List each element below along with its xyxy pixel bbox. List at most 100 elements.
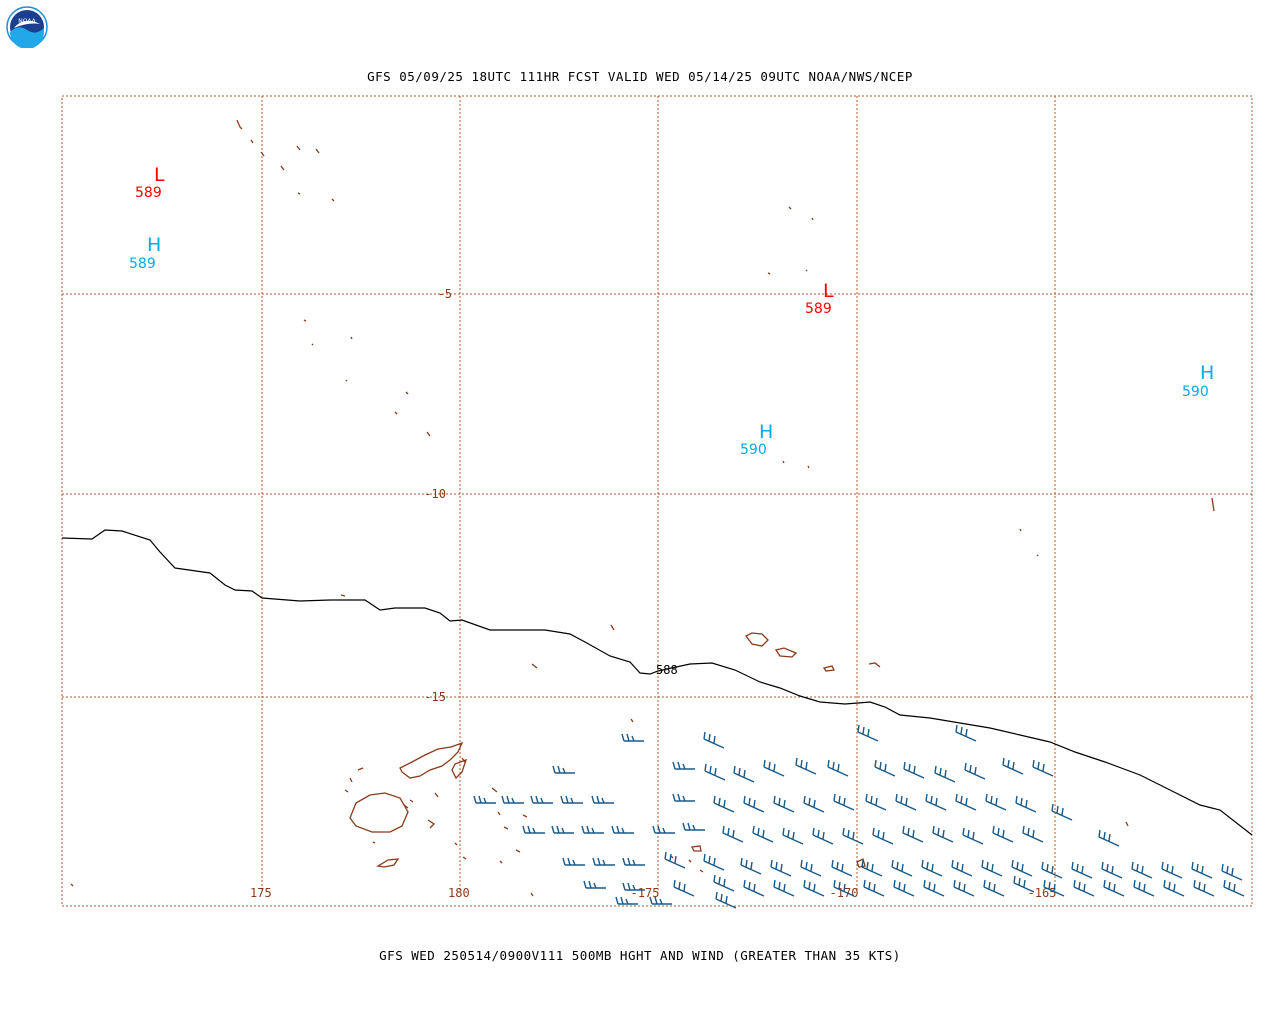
lon-label: -165 [1028,886,1057,900]
high-center-marker: H [1200,362,1214,384]
wind-barb [652,825,675,834]
wind-barb [722,825,744,843]
wind-barb [713,874,735,892]
wind-barb [921,859,943,877]
wind-barb [827,759,849,777]
wind-barb [473,795,496,804]
wind-barb [611,825,634,834]
low-center-value: 589 [805,301,832,317]
lon-label: -170 [830,886,859,900]
wind-barb [803,879,825,897]
wind-barb [861,859,883,877]
map-footer: GFS WED 250514/0900V111 500MB HGHT AND W… [379,948,901,963]
wind-barb [763,759,785,777]
wind-barb [1015,795,1037,813]
high-center-marker: H [147,234,161,256]
wind-barb [501,795,524,804]
wind-barb [955,724,977,742]
wind-barb [1131,861,1153,879]
wind-barb [981,859,1003,877]
wind-barb [895,793,917,811]
wind-barb [795,757,817,775]
wind-barb [831,859,853,877]
wind-barb [703,853,725,871]
wind-barb [562,857,585,866]
high-center-marker: H [759,421,773,443]
wind-barb [583,880,606,889]
wind-barb [1101,861,1123,879]
wind-barb [1041,861,1063,879]
low-center-marker: L [823,280,834,302]
wind-barb [902,825,924,843]
wind-barb [903,761,925,779]
wind-barb [672,793,695,802]
wind-barb [752,825,774,843]
wind-barb [551,825,574,834]
wind-barb [955,793,977,811]
wind-barb [715,891,737,909]
wind-barb [1071,861,1093,879]
wind-barb [560,795,583,804]
wind-barb [800,859,822,877]
wind-barb [622,857,645,866]
wind-barb [953,879,975,897]
wind-barb [1191,861,1213,879]
wind-barb [833,879,855,897]
lon-label: 175 [250,886,272,900]
wind-barb [552,765,575,774]
low-center-value: 589 [135,185,162,201]
wind-barb [932,825,954,843]
wind-barb [1032,759,1054,777]
wind-barb [923,879,945,897]
wind-barb [743,795,765,813]
wind-barb [962,827,984,845]
wind-barb [1133,879,1155,897]
high-center-value: 590 [740,442,767,458]
lat-label: -5 [438,287,452,301]
wind-barb [773,795,795,813]
lat-label: -15 [424,690,446,704]
wind-barb [812,827,834,845]
wind-barb [703,731,725,749]
wind-barb [992,825,1014,843]
wind-barb [1022,825,1044,843]
wind-barb [773,879,795,897]
wind-barb [1161,861,1183,879]
wind-barb [983,879,1005,897]
wind-barb [1051,803,1073,821]
wind-barb [925,793,947,811]
wind-barb [874,759,896,777]
wind-barb [530,795,553,804]
wind-barb [951,859,973,877]
wind-barb [782,827,804,845]
wind-barb [1073,879,1095,897]
wind-barb [713,795,735,813]
low-center-marker: L [154,164,165,186]
wind-barb [964,762,986,780]
wind-barb [1223,879,1245,897]
wind-barb [1011,859,1033,877]
wind-barb [1002,757,1024,775]
wind-barb [621,733,644,742]
wind-barb [664,851,686,869]
wind-barb [615,896,638,905]
logo-text: NOAA [18,18,36,25]
height-contour-588 [61,529,1253,836]
wind-barb [740,857,762,875]
high-center-value: 589 [129,256,156,272]
wind-barb [934,765,956,783]
high-center-value: 590 [1182,384,1209,400]
wind-barb [1163,879,1185,897]
coastlines [70,119,1215,897]
wind-barb [1103,879,1125,897]
wind-barb [803,795,825,813]
wind-barb [522,825,545,834]
wind-barb [985,793,1007,811]
wind-barb [865,793,887,811]
wind-barb [592,857,615,866]
wind-barb [1193,879,1215,897]
wind-barb [1098,829,1120,847]
wind-barb [863,879,885,897]
noaa-logo: NOAA [6,6,48,48]
